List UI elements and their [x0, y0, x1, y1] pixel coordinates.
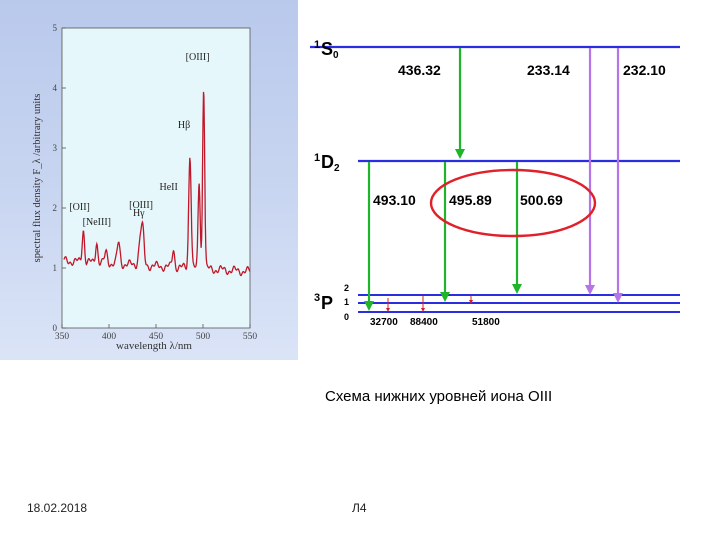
- level-3P-sup: 3: [314, 292, 320, 304]
- spectrum-x-tick-label: 500: [196, 332, 211, 342]
- spectrum-panel: 0 1 2 3 4 5 350 400 450 500 550 [OIII] Hβ HeII [OIII]…: [0, 0, 298, 360]
- spectrum-line-label: Hβ: [178, 120, 190, 131]
- spectrum-y-label: spectral flux density F_λ /arbitrary uni…: [32, 94, 43, 263]
- spectrum-y-tick-label: 3: [53, 143, 58, 153]
- transition-436-arrowhead: [455, 149, 465, 159]
- highlight-ellipse: [429, 168, 597, 238]
- transition-500-arrowhead: [512, 284, 522, 294]
- transition-436-label: 436.32: [398, 62, 441, 78]
- spectrum-line-label: Hγ: [133, 208, 145, 219]
- transition-51800-arrowhead: [469, 300, 473, 304]
- level-1S0-label: S: [321, 39, 333, 59]
- level-1S0-sup: 1: [314, 39, 320, 51]
- spectrum-x-tick-label: 350: [55, 332, 70, 342]
- transition-88400-arrowhead: [421, 308, 425, 312]
- spectrum-y-tick-label: 5: [53, 23, 58, 33]
- spectrum-y-tick-label: 0: [53, 323, 58, 333]
- level-3P2-index: 2: [344, 283, 349, 293]
- footer-date: 18.02.2018: [27, 501, 88, 515]
- spectrum-plot-area: [61, 27, 251, 329]
- spectrum-x-tick-label: 450: [149, 332, 164, 342]
- spectrum-y-tick-label: 1: [53, 263, 58, 273]
- spectrum-line-label: [OIII]: [186, 52, 210, 63]
- transition-233-arrowhead: [585, 285, 595, 295]
- transition-232-label: 232.10: [623, 62, 666, 78]
- spectrum-line-label: [OIII]: [129, 200, 153, 211]
- level-1D2-label: D: [321, 152, 334, 172]
- footer-slide-number: Л4: [352, 501, 367, 515]
- transition-51800-label: 51800: [472, 317, 500, 328]
- transition-232-arrowhead: [613, 293, 623, 303]
- transition-233-label: 233.14: [527, 62, 570, 78]
- spectrum-line-label: [NeIII]: [83, 217, 111, 228]
- spectrum-line-label: [OII]: [69, 202, 90, 213]
- transition-495-label: 495.89: [449, 192, 492, 208]
- level-1D2-sub: 2: [334, 163, 340, 174]
- level-1S0-sub: 0: [333, 50, 339, 61]
- spectrum-y-tick-label: 4: [53, 83, 58, 93]
- spectrum-x-label: wavelength λ/nm: [116, 340, 192, 352]
- spectrum-y-tick-label: 2: [53, 203, 58, 213]
- transition-493-arrowhead: [364, 301, 374, 311]
- spectrum-x-tick-label: 550: [243, 332, 258, 342]
- transition-500-label: 500.69: [520, 192, 563, 208]
- level-3P0-index: 0: [344, 312, 349, 322]
- level-1D2-sup: 1: [314, 152, 320, 164]
- transition-493-label: 493.10: [373, 192, 416, 208]
- transition-32700-label: 32700: [370, 317, 398, 328]
- energy-level-diagram: 1 S 0 1 D 2 3 P 2 1 0 436.32 233.14 232.…: [310, 39, 680, 328]
- level-3P1-index: 1: [344, 297, 349, 307]
- spectrum-x-tick-label: 400: [102, 332, 117, 342]
- spectrum-curve: [63, 91, 251, 277]
- diagram-caption: Схема нижних уровней иона OIII: [325, 388, 553, 405]
- transition-88400-label: 88400: [410, 317, 438, 328]
- spectrum-chart: 0 1 2 3 4 5 350 400 450 500 550 [OIII] Hβ HeII [OIII]…: [32, 23, 258, 352]
- transition-32700-arrowhead: [386, 308, 390, 312]
- transition-495-arrowhead: [440, 292, 450, 302]
- spectrum-line-label: HeII: [159, 182, 177, 193]
- level-3P-label: P: [321, 293, 333, 313]
